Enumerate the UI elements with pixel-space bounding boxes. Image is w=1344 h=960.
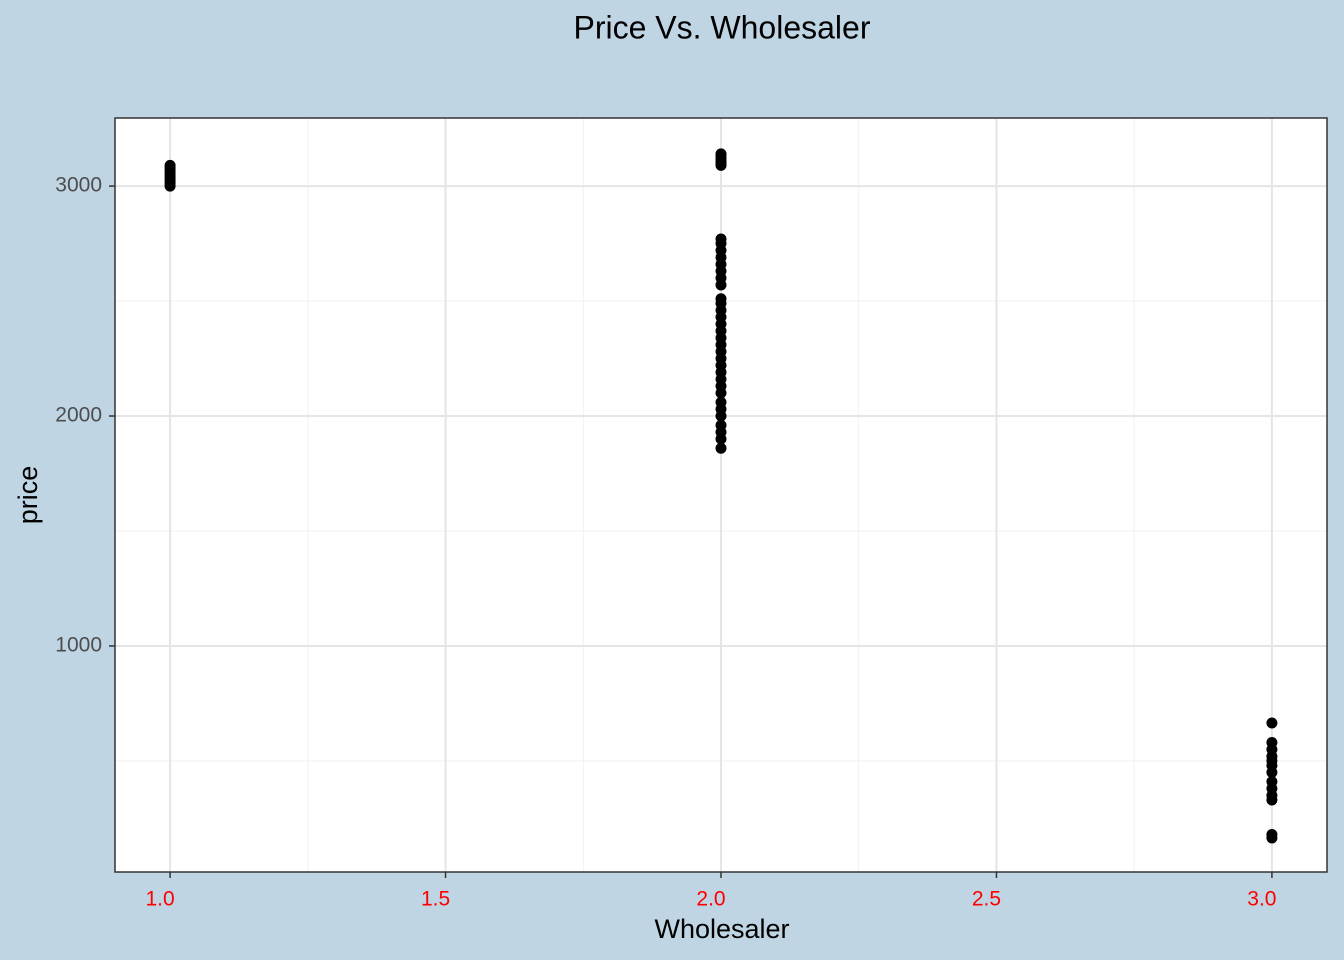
point [715, 233, 727, 245]
x-tick-label: 1.5 [421, 888, 450, 911]
point [715, 148, 727, 160]
y-tick-label: 3000 [55, 174, 102, 197]
point [715, 396, 727, 408]
point [715, 293, 727, 305]
x-tick-label: 3.0 [1247, 888, 1276, 911]
chart-title: Price Vs. Wholesaler [574, 9, 871, 45]
y-tick-label: 1000 [55, 634, 102, 657]
y-tick-label: 2000 [55, 404, 102, 427]
x-tick-label: 2.0 [696, 888, 725, 911]
points [164, 148, 1278, 844]
x-tick-label: 1.0 [145, 888, 174, 911]
point [1266, 737, 1278, 749]
point [715, 442, 727, 454]
point [715, 419, 727, 431]
point [1266, 829, 1278, 841]
point [1266, 776, 1278, 788]
point [164, 159, 176, 171]
x-tick-label: 2.5 [972, 888, 1001, 911]
point [1266, 717, 1278, 729]
y-axis-title: price [13, 466, 43, 525]
x-axis-title: Wholesaler [654, 914, 789, 944]
